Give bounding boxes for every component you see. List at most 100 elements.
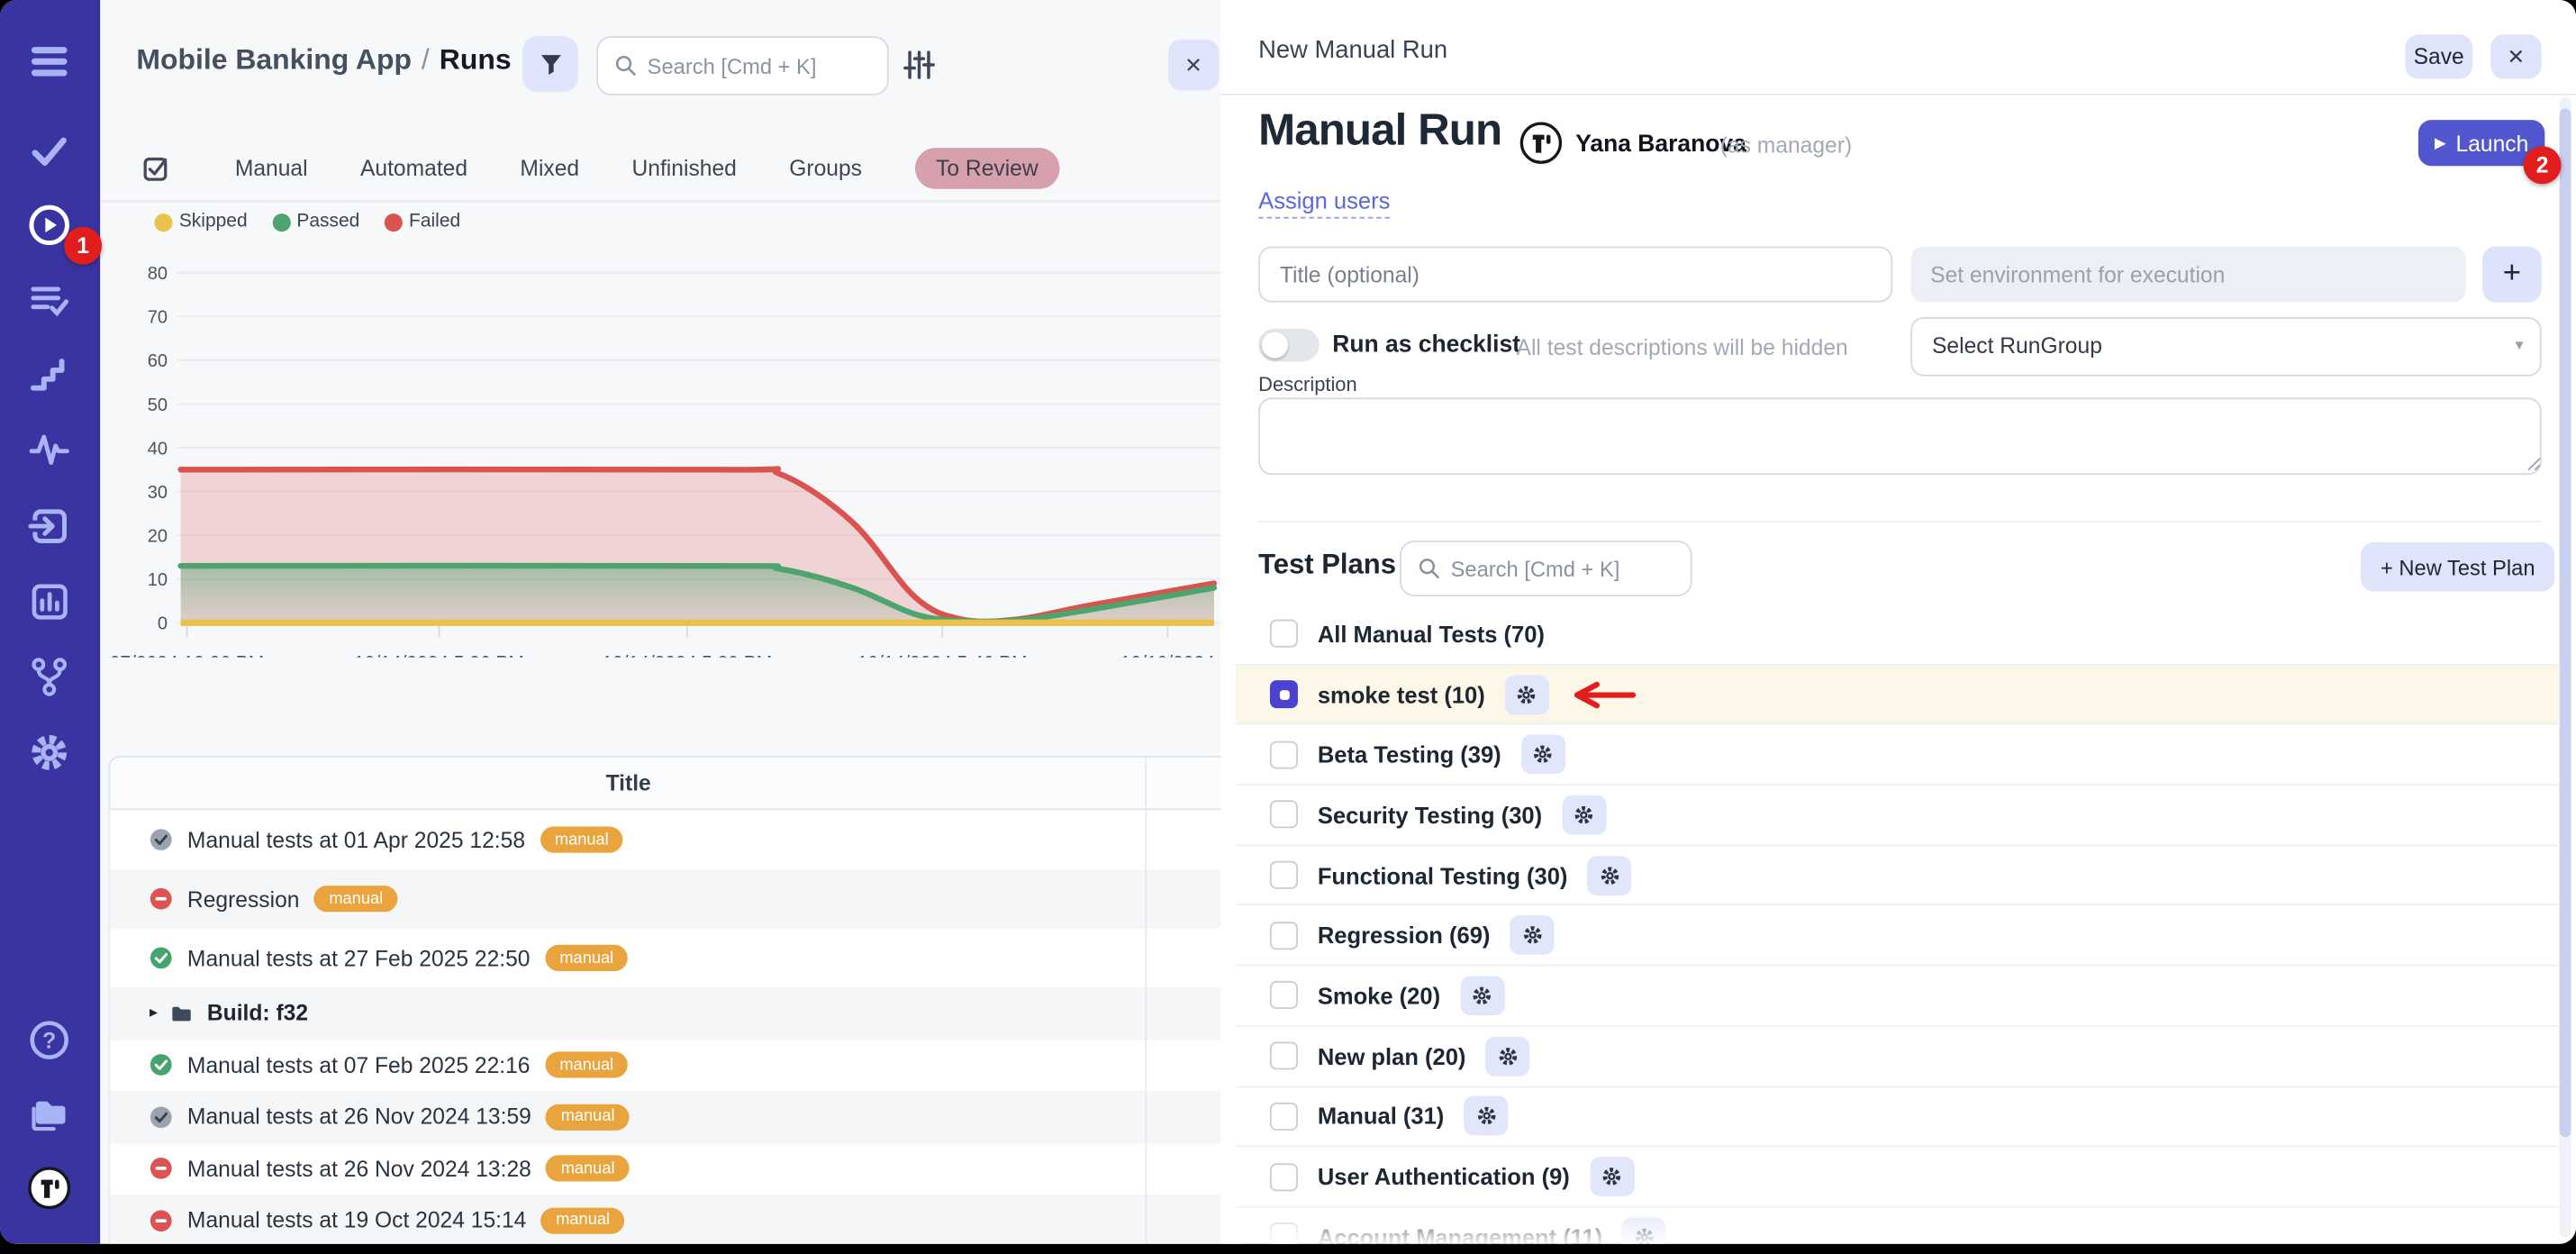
sidebar-gear-icon[interactable] bbox=[28, 732, 70, 774]
legend-dot bbox=[154, 213, 172, 231]
tab-unfinished[interactable]: Unfinished bbox=[631, 156, 736, 180]
tab-automated[interactable]: Automated bbox=[360, 156, 467, 180]
plan-settings-button[interactable] bbox=[1485, 1036, 1529, 1076]
sidebar-logo-avatar[interactable] bbox=[28, 1167, 70, 1209]
test-plan-row[interactable]: User Authentication (9) bbox=[1236, 1147, 2560, 1207]
tab-mixed[interactable]: Mixed bbox=[520, 156, 579, 180]
table-row[interactable]: Manual tests at 26 Nov 2024 13:28manual bbox=[110, 1143, 1242, 1195]
plan-settings-button[interactable] bbox=[1510, 915, 1554, 955]
expand-caret-icon[interactable]: ▸ bbox=[150, 1004, 158, 1022]
runs-search-input[interactable] bbox=[648, 53, 887, 77]
table-row[interactable]: Manual tests at 27 Feb 2025 22:50manual bbox=[110, 929, 1242, 988]
test-plan-row[interactable]: Regression (69) bbox=[1236, 906, 2560, 967]
test-plan-row[interactable]: New plan (20) bbox=[1236, 1027, 2560, 1087]
test-plan-row[interactable]: Beta Testing (39) bbox=[1236, 725, 2560, 786]
gear-icon bbox=[1520, 924, 1544, 948]
plan-checkbox[interactable] bbox=[1270, 861, 1298, 889]
test-plan-row[interactable]: Functional Testing (30) bbox=[1236, 846, 2560, 906]
environment-input[interactable] bbox=[1910, 247, 2466, 303]
plan-checkbox[interactable] bbox=[1270, 1103, 1298, 1131]
plan-settings-button[interactable] bbox=[1460, 976, 1504, 1015]
legend-label: Skipped bbox=[179, 212, 248, 232]
test-plan-row[interactable]: Account Management (11) bbox=[1236, 1207, 2560, 1243]
plan-settings-button[interactable] bbox=[1622, 1217, 1666, 1244]
add-environment-button[interactable]: + bbox=[2482, 247, 2542, 303]
sidebar-activity-icon[interactable] bbox=[28, 429, 70, 471]
plan-checkbox[interactable] bbox=[1270, 922, 1298, 950]
run-as-checklist-toggle[interactable] bbox=[1258, 329, 1319, 361]
sidebar-branch-icon[interactable] bbox=[28, 656, 70, 698]
status-passed-icon bbox=[150, 947, 173, 970]
table-row[interactable]: Manual tests at 19 Oct 2024 15:14manual bbox=[110, 1195, 1242, 1244]
plan-checkbox-checked[interactable] bbox=[1270, 680, 1298, 708]
sidebar-steps-icon[interactable] bbox=[28, 353, 70, 395]
test-plans-search-input[interactable] bbox=[1451, 556, 1691, 580]
run-title: Manual tests at 07 Feb 2025 22:16 bbox=[187, 1053, 531, 1077]
display-settings-icon[interactable] bbox=[902, 48, 936, 82]
gear-icon bbox=[1516, 683, 1539, 706]
svg-text:60: 60 bbox=[148, 351, 168, 371]
svg-text:40: 40 bbox=[148, 439, 168, 459]
assign-users-link[interactable]: Assign users bbox=[1258, 187, 1390, 219]
runs-panel-close-button[interactable]: ✕ bbox=[1168, 40, 1220, 91]
sidebar-report-icon[interactable] bbox=[28, 580, 70, 622]
plan-settings-button[interactable] bbox=[1562, 795, 1606, 835]
sidebar-list-check-icon[interactable] bbox=[28, 279, 70, 322]
plan-checkbox[interactable] bbox=[1270, 1163, 1298, 1191]
plan-label: smoke test (10) bbox=[1318, 681, 1485, 707]
plan-checkbox[interactable] bbox=[1270, 1042, 1298, 1070]
tab-manual[interactable]: Manual bbox=[235, 156, 308, 180]
table-row[interactable]: Regressionmanual bbox=[110, 869, 1242, 929]
sidebar-folder-icon[interactable] bbox=[28, 1095, 70, 1137]
plan-settings-button[interactable] bbox=[1590, 1157, 1634, 1196]
plan-settings-button[interactable] bbox=[1505, 675, 1549, 714]
status-passed-icon bbox=[150, 1054, 173, 1077]
plan-checkbox[interactable] bbox=[1270, 982, 1298, 1010]
new-test-plan-button[interactable]: + New Test Plan bbox=[2361, 542, 2554, 592]
gear-icon bbox=[1496, 1044, 1519, 1068]
test-plan-row[interactable]: Manual (31) bbox=[1236, 1087, 2560, 1148]
plan-settings-button[interactable] bbox=[1587, 856, 1631, 895]
svg-text:0: 0 bbox=[158, 614, 168, 634]
test-plan-row[interactable]: Security Testing (30) bbox=[1236, 786, 2560, 846]
sidebar-check-icon[interactable] bbox=[28, 130, 70, 172]
plan-checkbox[interactable] bbox=[1270, 1222, 1298, 1243]
test-plan-row[interactable]: Smoke (20) bbox=[1236, 967, 2560, 1027]
column-divider bbox=[1145, 756, 1147, 1244]
tab-groups[interactable]: Groups bbox=[789, 156, 862, 180]
table-row-folder[interactable]: ▸Build: f32 bbox=[110, 987, 1242, 1039]
sidebar-menu-icon[interactable] bbox=[28, 40, 70, 82]
table-row[interactable]: Manual tests at 26 Nov 2024 13:59manual bbox=[110, 1091, 1242, 1142]
test-plan-row[interactable]: smoke test (10) bbox=[1236, 665, 2560, 725]
plan-checkbox[interactable] bbox=[1270, 801, 1298, 829]
sidebar-import-icon[interactable] bbox=[28, 504, 70, 547]
chevron-down-icon: ▾ bbox=[2515, 319, 2523, 375]
table-row[interactable]: Manual tests at 01 Apr 2025 12:58manual bbox=[110, 810, 1242, 869]
run-type-badge: manual bbox=[546, 1104, 630, 1130]
table-row[interactable]: Manual tests at 07 Feb 2025 22:16manual bbox=[110, 1040, 1242, 1091]
tab-to-review[interactable]: To Review bbox=[914, 148, 1059, 189]
svg-text:10/19/2024: 10/19/2024 bbox=[1120, 652, 1215, 657]
checklist-label: Run as checklist bbox=[1332, 332, 1520, 358]
test-plan-row[interactable]: All Manual Tests (70) bbox=[1236, 604, 2560, 665]
plan-settings-button[interactable] bbox=[1521, 735, 1565, 775]
rungroup-select[interactable]: Select RunGroup ▾ bbox=[1910, 317, 2541, 377]
plan-checkbox[interactable] bbox=[1270, 741, 1298, 768]
plan-checkbox[interactable] bbox=[1270, 620, 1298, 648]
modal-close-button[interactable]: ✕ bbox=[2490, 34, 2542, 78]
scrollbar-thumb[interactable] bbox=[2560, 108, 2571, 1137]
runs-search bbox=[596, 36, 889, 95]
breadcrumb-project[interactable]: Mobile Banking App bbox=[136, 42, 412, 75]
filter-button[interactable] bbox=[522, 36, 578, 92]
resize-handle-icon[interactable] bbox=[2526, 457, 2541, 471]
run-title-input[interactable] bbox=[1258, 247, 1892, 303]
description-textarea[interactable] bbox=[1258, 397, 2542, 475]
modal-title: New Manual Run bbox=[1258, 36, 1447, 64]
runs-panel: Mobile Banking App/Runs ✕ ManualAutomate… bbox=[100, 0, 1220, 1244]
title-column-header: Title bbox=[110, 758, 1147, 809]
chart-legend: SkippedPassedFailed bbox=[154, 212, 460, 232]
select-runs-icon[interactable] bbox=[141, 153, 173, 185]
sidebar-help-icon[interactable]: ? bbox=[28, 1019, 70, 1061]
plan-settings-button[interactable] bbox=[1464, 1096, 1508, 1136]
save-button[interactable]: Save bbox=[2405, 34, 2472, 78]
